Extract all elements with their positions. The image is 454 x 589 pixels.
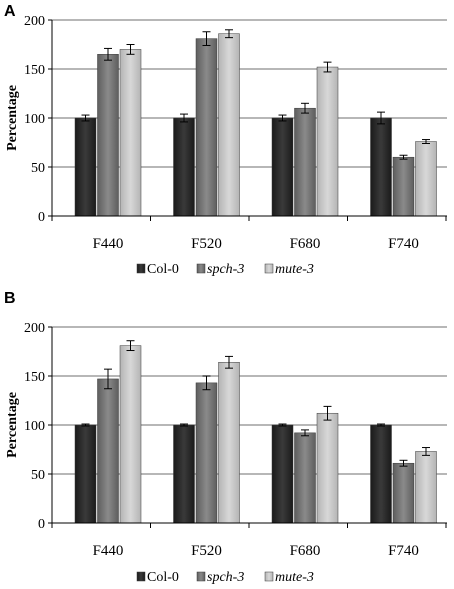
error-bar bbox=[301, 102, 309, 114]
error-bar bbox=[81, 114, 90, 122]
error-bar bbox=[225, 29, 233, 39]
error-bar bbox=[104, 47, 112, 61]
error-bar bbox=[278, 423, 287, 427]
x-tick-label: F520 bbox=[191, 543, 222, 559]
error-bar bbox=[202, 31, 211, 46]
bar-col-0-f440 bbox=[74, 424, 97, 524]
legend-label: Col-0 bbox=[147, 262, 179, 277]
bar-spch-3-f740 bbox=[392, 156, 415, 217]
chart-panel-b: B 0 50 100 150 200 Percentage F440 F520 F680 F740 C… bbox=[4, 290, 447, 585]
error-bar bbox=[301, 429, 309, 437]
bar-mute-3-f440 bbox=[119, 49, 142, 217]
error-bar bbox=[180, 423, 188, 427]
bar-spch-3-f440 bbox=[97, 54, 119, 217]
legend-label: Col-0 bbox=[147, 570, 179, 585]
y-tick-label: 150 bbox=[24, 63, 45, 78]
y-tick-label: 50 bbox=[31, 161, 45, 176]
y-tick-label: 100 bbox=[24, 419, 45, 434]
x-tick-label: F440 bbox=[93, 236, 124, 252]
y-tick-label: 200 bbox=[24, 321, 45, 336]
bar-mute-3-f520 bbox=[218, 33, 240, 217]
bar-mute-3-f740 bbox=[415, 451, 437, 524]
bar-spch-3-f520 bbox=[195, 382, 218, 524]
legend-label: spch-3 bbox=[207, 570, 244, 585]
bar-spch-3-f680 bbox=[294, 107, 316, 217]
legend-swatch bbox=[264, 571, 274, 582]
legend: Col-0 spch-3 mute-3 bbox=[136, 262, 314, 277]
x-tick-label: F740 bbox=[388, 543, 419, 559]
bar-mute-3-f680 bbox=[316, 66, 339, 217]
y-tick-label: 0 bbox=[38, 517, 45, 532]
error-bar bbox=[422, 447, 430, 456]
x-tick-label: F440 bbox=[93, 543, 124, 559]
bar-mute-3-f740 bbox=[415, 141, 437, 217]
bar-col-0-f740 bbox=[370, 117, 392, 217]
bar-spch-3-f740 bbox=[392, 462, 415, 524]
y-tick-label: 150 bbox=[24, 370, 45, 385]
panel-label: B bbox=[4, 290, 16, 307]
legend-swatch bbox=[264, 263, 274, 274]
legend-swatch bbox=[136, 263, 146, 274]
legend-swatch bbox=[196, 571, 206, 582]
bar-spch-3-f440 bbox=[97, 378, 119, 524]
y-tick-label: 200 bbox=[24, 14, 45, 29]
error-bar bbox=[377, 423, 385, 427]
x-tick-label: F680 bbox=[290, 543, 321, 559]
error-bar bbox=[323, 405, 332, 421]
chart-panel-a: A 0 50 100 150 200 Percentage F440 F520 F680 F740 C… bbox=[4, 3, 447, 277]
error-bar bbox=[323, 61, 332, 73]
error-bar bbox=[278, 114, 287, 122]
error-bar bbox=[399, 459, 408, 467]
bar-col-0-f520 bbox=[173, 117, 195, 217]
bar-mute-3-f440 bbox=[119, 345, 142, 524]
error-bar bbox=[104, 368, 112, 390]
y-tick-label: 50 bbox=[31, 468, 45, 483]
legend-label: mute-3 bbox=[275, 570, 314, 585]
x-tick-label: F680 bbox=[290, 236, 321, 252]
legend-swatch bbox=[196, 263, 206, 274]
error-bar bbox=[202, 375, 211, 391]
error-bar bbox=[180, 113, 188, 123]
bar-col-0-f680 bbox=[271, 424, 294, 524]
bar-col-0-f680 bbox=[271, 117, 294, 217]
error-bar bbox=[126, 340, 135, 352]
bar-col-0-f740 bbox=[370, 424, 392, 524]
error-bar bbox=[399, 154, 408, 160]
error-bar bbox=[126, 44, 135, 55]
error-bar bbox=[81, 423, 90, 427]
error-bar bbox=[225, 355, 233, 369]
y-axis-label: Percentage bbox=[5, 392, 20, 458]
bar-mute-3-f520 bbox=[218, 362, 240, 524]
error-bar bbox=[377, 111, 385, 125]
y-tick-label: 100 bbox=[24, 112, 45, 127]
legend-label: spch-3 bbox=[207, 262, 244, 277]
panel-label: A bbox=[4, 3, 16, 20]
legend-swatch bbox=[136, 571, 146, 582]
x-tick-label: F520 bbox=[191, 236, 222, 252]
y-tick-label: 0 bbox=[38, 210, 45, 225]
bar-spch-3-f520 bbox=[195, 38, 218, 217]
bar-col-0-f520 bbox=[173, 424, 195, 524]
bar-spch-3-f680 bbox=[294, 432, 316, 524]
y-axis-label: Percentage bbox=[5, 85, 20, 151]
x-tick-label: F740 bbox=[388, 236, 419, 252]
error-bar bbox=[422, 139, 430, 144]
legend: Col-0 spch-3 mute-3 bbox=[136, 570, 314, 585]
legend-label: mute-3 bbox=[275, 262, 314, 277]
bar-col-0-f440 bbox=[74, 117, 97, 217]
bar-mute-3-f680 bbox=[316, 412, 339, 524]
